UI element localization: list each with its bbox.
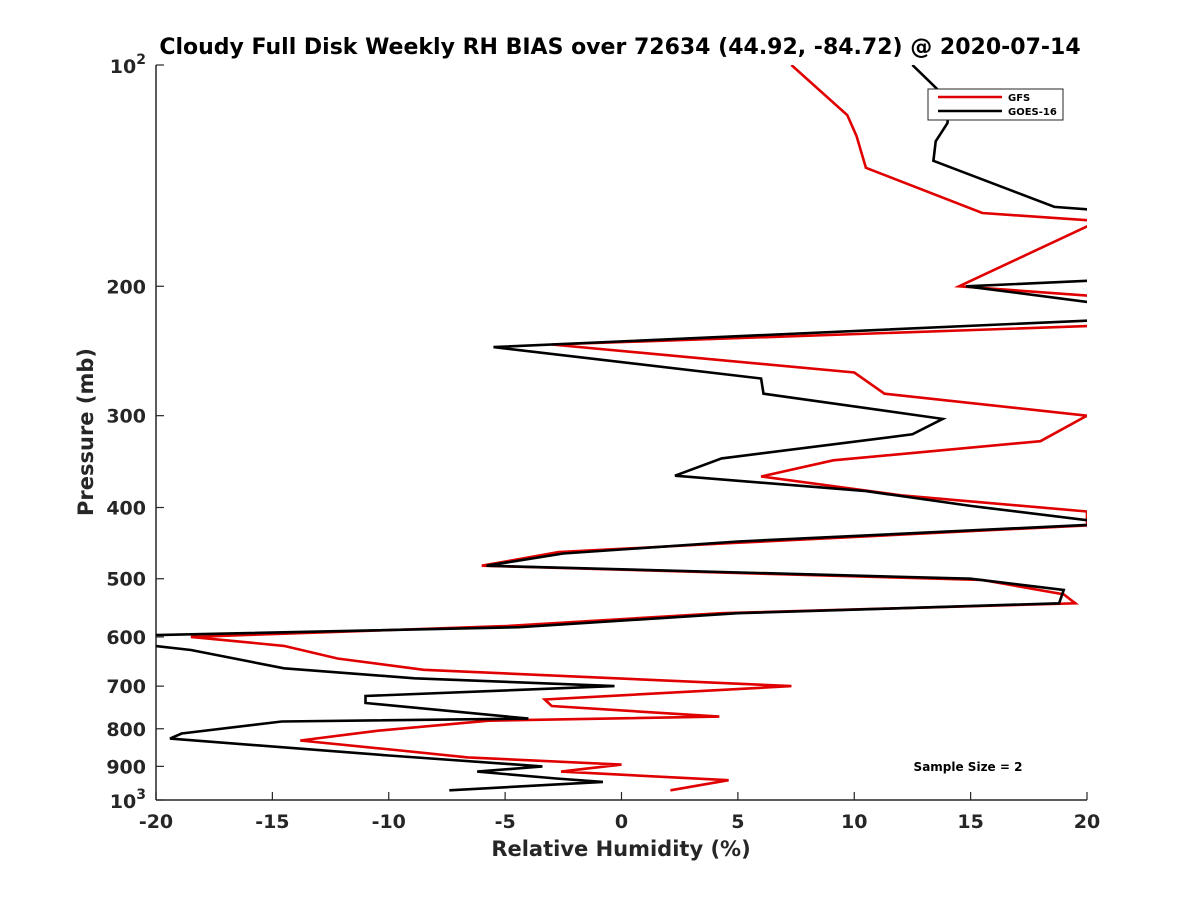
legend-label-gfs: GFS	[1008, 93, 1030, 104]
y-tick-label: 400	[106, 498, 146, 520]
x-tick-label: -15	[255, 811, 289, 833]
x-tick-label: -5	[495, 811, 516, 833]
y-tick-label: 200	[106, 276, 146, 298]
axes	[155, 65, 1087, 801]
y-tick-label: 900	[106, 756, 146, 778]
y-tick-label: 300	[106, 406, 146, 428]
x-tick-label: 10	[841, 811, 867, 833]
y-tick-label: 102	[110, 52, 146, 78]
legend: GFS GOES-16	[927, 88, 1064, 121]
y-tick-label: 800	[106, 719, 146, 741]
y-tick-label: 600	[106, 627, 146, 649]
y-tick-label-exponent: 2	[136, 52, 146, 68]
y-tick-label: 700	[106, 676, 146, 698]
x-axis-label: Relative Humidity (%)	[491, 837, 750, 861]
legend-label-goes16: GOES-16	[1008, 107, 1057, 118]
x-tick-label: 15	[957, 811, 983, 833]
series-line-goes16	[156, 65, 1087, 792]
x-tick-label: -10	[372, 811, 406, 833]
y-axis-label: Pressure (mb)	[74, 348, 98, 516]
sample-size-annotation: Sample Size = 2	[914, 760, 1023, 774]
y-tick-label-base: 10	[110, 791, 136, 813]
chart-title: Cloudy Full Disk Weekly RH BIAS over 726…	[159, 35, 1080, 60]
series-line-gfs	[190, 65, 1087, 792]
x-tick-label: 20	[1074, 811, 1100, 833]
y-tick-label: 103	[110, 787, 146, 813]
x-tick-label: 0	[615, 811, 628, 833]
y-tick-label-exponent: 3	[136, 787, 146, 803]
x-tick-label: 5	[731, 811, 744, 833]
legend-box	[927, 88, 1064, 121]
y-tick-label: 500	[106, 569, 146, 591]
y-tick-label-base: 10	[110, 56, 136, 78]
x-tick-label: -20	[139, 811, 173, 833]
